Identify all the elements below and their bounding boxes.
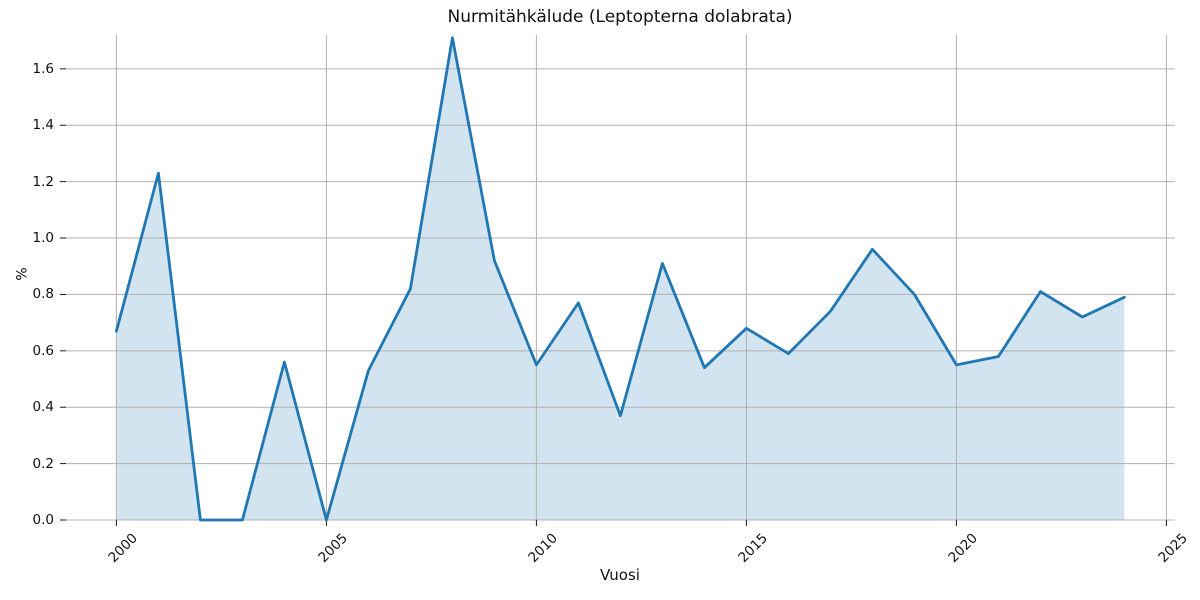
chart-title: Nurmitähkälude (Leptopterna dolabrata) bbox=[447, 7, 793, 27]
y-tick-label: 0.8 bbox=[32, 286, 54, 303]
x-axis-label: Vuosi bbox=[600, 566, 640, 584]
y-tick-label: 0.4 bbox=[32, 399, 54, 416]
y-tick-label: 0.2 bbox=[32, 455, 54, 472]
y-tick-label: 1.2 bbox=[32, 173, 54, 190]
data-line bbox=[115, 36, 1126, 522]
y-tick-label: 1.0 bbox=[32, 230, 54, 247]
y-tick-label: 1.4 bbox=[32, 117, 54, 134]
y-tick-label: 0.6 bbox=[32, 342, 54, 359]
y-tick-label: 1.6 bbox=[32, 60, 54, 77]
y-tick-label: 0.0 bbox=[32, 512, 54, 528]
area-fill bbox=[116, 37, 1125, 521]
y-axis-label: % bbox=[14, 267, 31, 281]
